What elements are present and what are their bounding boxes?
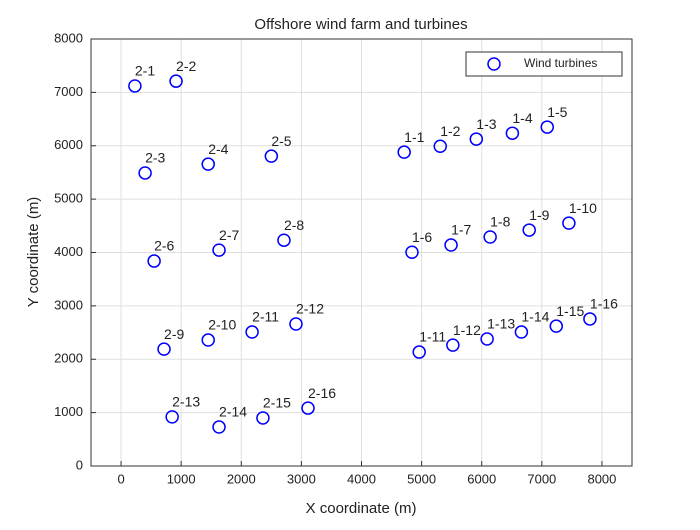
- turbine-marker: [201, 333, 215, 347]
- point-label: 2-3: [145, 150, 165, 166]
- turbine-marker: [277, 233, 291, 247]
- y-axis-label: Y coordinate (m): [25, 197, 42, 308]
- y-tick-label: 2000: [54, 351, 83, 366]
- x-axis-label: X coordinate (m): [306, 500, 417, 517]
- chart-title: Offshore wind farm and turbines: [254, 16, 467, 33]
- point-label: 2-11: [252, 309, 279, 325]
- point-label: 2-6: [154, 238, 174, 254]
- point-label: 2-2: [176, 58, 196, 74]
- turbine-marker: [147, 254, 161, 268]
- legend-box: [465, 51, 623, 77]
- y-tick-label: 0: [76, 457, 83, 472]
- turbine-marker: [397, 145, 411, 159]
- y-tick-label: 4000: [54, 244, 83, 259]
- y-tick-label: 6000: [54, 137, 83, 152]
- point-label: 1-5: [547, 104, 567, 120]
- point-label: 1-6: [412, 229, 432, 245]
- turbine-marker: [522, 223, 536, 237]
- turbine-marker: [264, 149, 279, 163]
- point-label: 1-15: [556, 303, 584, 319]
- turbine-marker: [433, 139, 447, 154]
- point-label: 2-7: [219, 227, 239, 243]
- y-tick-label: 5000: [54, 191, 83, 206]
- point-label: 2-15: [263, 395, 291, 411]
- y-tick-label: 7000: [54, 84, 83, 99]
- x-tick-label: 1000: [167, 471, 196, 486]
- turbine-marker: [583, 312, 597, 326]
- y-tick-label: 1000: [54, 404, 83, 419]
- turbine-marker: [562, 216, 576, 230]
- point-label: 2-14: [219, 404, 247, 420]
- point-label: 1-14: [521, 309, 549, 325]
- point-label: 1-4: [512, 110, 532, 126]
- point-label: 1-11: [419, 329, 446, 345]
- point-label: 1-1: [404, 129, 424, 145]
- turbine-marker: [165, 410, 179, 424]
- x-tick-label: 7000: [527, 471, 556, 486]
- point-label: 2-16: [308, 385, 336, 401]
- point-label: 1-13: [487, 316, 515, 332]
- point-label: 2-4: [208, 141, 228, 157]
- turbine-marker: [412, 345, 426, 359]
- x-tick-label: 3000: [287, 471, 316, 486]
- turbine-marker: [446, 338, 460, 352]
- point-label: 2-8: [284, 217, 304, 233]
- point-label: 1-7: [451, 222, 471, 238]
- turbine-marker: [138, 166, 152, 180]
- point-label: 1-2: [440, 123, 460, 139]
- turbine-marker: [128, 79, 142, 93]
- point-label: 2-1: [135, 63, 155, 79]
- x-tick-label: 8000: [587, 471, 616, 486]
- x-tick-label: 5000: [407, 471, 436, 486]
- legend-label: Wind turbines: [524, 56, 597, 70]
- turbine-marker: [245, 325, 259, 339]
- point-label: 1-16: [590, 296, 618, 312]
- turbine-marker: [505, 126, 520, 140]
- point-label: 2-10: [208, 317, 236, 333]
- x-tick-label: 0: [117, 471, 124, 486]
- turbine-marker: [549, 319, 564, 333]
- turbine-marker: [480, 332, 494, 346]
- turbine-marker: [444, 238, 458, 252]
- point-label: 2-9: [164, 326, 184, 342]
- y-tick-label: 3000: [54, 297, 83, 312]
- point-label: 2-13: [172, 394, 200, 410]
- turbine-marker: [301, 401, 315, 415]
- turbine-marker: [169, 74, 183, 88]
- turbine-marker: [212, 420, 226, 434]
- point-label: 2-12: [296, 301, 324, 317]
- turbine-marker: [212, 243, 226, 257]
- turbine-marker: [405, 245, 419, 259]
- turbine-marker: [256, 411, 270, 425]
- point-label: 2-5: [271, 133, 291, 149]
- turbine-marker: [540, 120, 554, 134]
- x-tick-label: 2000: [227, 471, 256, 486]
- turbine-marker: [157, 342, 171, 356]
- legend-marker: [487, 57, 501, 71]
- x-tick-label: 6000: [467, 471, 496, 486]
- turbine-marker: [289, 317, 303, 331]
- point-label: 1-3: [476, 116, 496, 132]
- point-label: 1-9: [529, 207, 549, 223]
- y-tick-label: 8000: [54, 30, 83, 45]
- point-label: 1-8: [490, 214, 510, 230]
- turbine-marker: [514, 325, 529, 339]
- point-label: 1-10: [569, 200, 597, 216]
- x-tick-label: 4000: [347, 471, 376, 486]
- axes-box: [90, 38, 633, 467]
- turbine-marker: [201, 157, 215, 171]
- turbine-marker: [469, 132, 484, 146]
- turbine-marker: [483, 230, 497, 244]
- point-label: 1-12: [453, 322, 481, 338]
